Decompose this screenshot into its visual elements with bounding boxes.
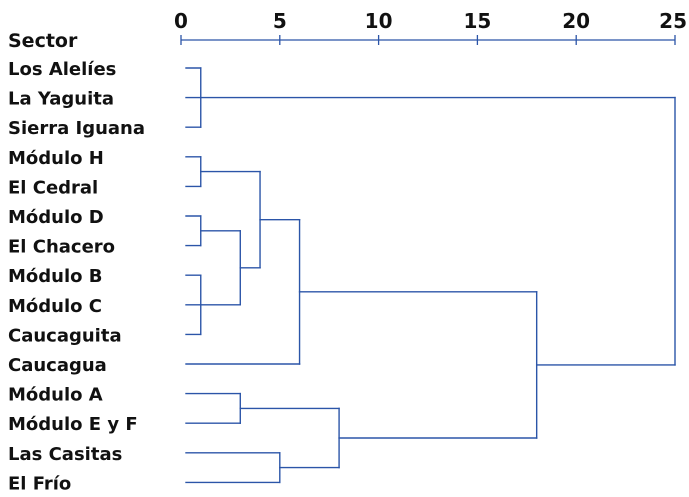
axis-tick-label: 10 xyxy=(365,9,393,33)
leaf-label: Caucagua xyxy=(8,355,107,376)
leaf-label: Las Casitas xyxy=(8,444,122,465)
leaf-label: Caucaguita xyxy=(8,325,122,346)
leaf-label: Los Alelíes xyxy=(8,59,116,80)
leaf-label: El Chacero xyxy=(8,237,115,258)
leaf-label: El Cedral xyxy=(8,177,98,198)
leaf-label: Módulo E y F xyxy=(8,414,138,435)
leaf-label: Módulo B xyxy=(8,266,103,287)
leaf-label: La Yaguita xyxy=(8,89,114,110)
distance-axis: 0 5 10 15 20 25 xyxy=(174,9,687,45)
sector-header: Sector xyxy=(8,30,78,52)
axis-tick-label: 5 xyxy=(273,9,287,33)
leaf-label: Módulo A xyxy=(8,385,103,406)
axis-tick-label: 25 xyxy=(659,9,687,33)
leaf-label: Módulo D xyxy=(8,207,104,228)
leaf-label: Sierra Iguana xyxy=(8,118,145,139)
leaf-label: Módulo C xyxy=(8,296,102,317)
axis-tick-label: 20 xyxy=(562,9,590,33)
dendrogram-tree xyxy=(185,67,676,484)
axis-tick-label: 15 xyxy=(463,9,491,33)
leaf-label: Módulo H xyxy=(8,148,104,169)
axis-tick-label: 0 xyxy=(174,9,188,33)
leaf-label: El Frío xyxy=(8,473,71,494)
leaf-labels: Los Alelíes La Yaguita Sierra Iguana Módulo… xyxy=(8,59,145,494)
